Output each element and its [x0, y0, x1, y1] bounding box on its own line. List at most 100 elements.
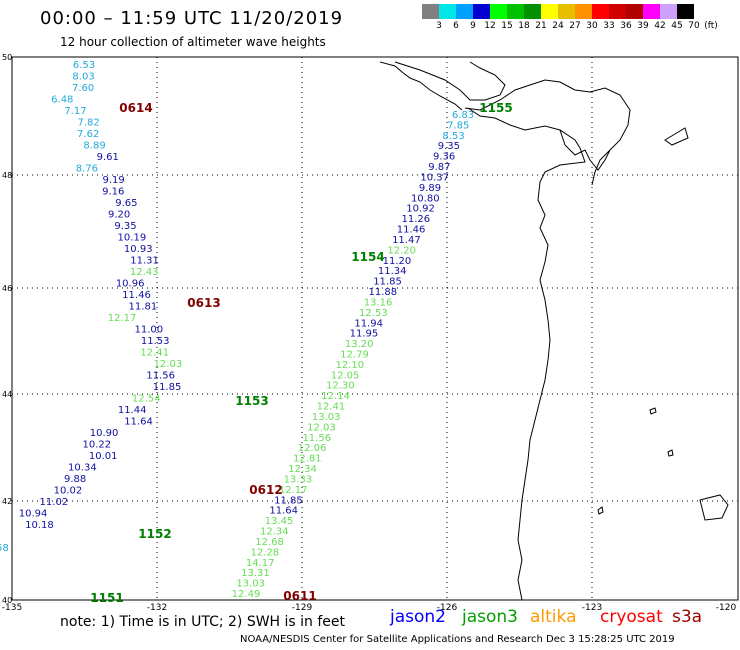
axis-labels: 50 48 46 44 42 40-135 -132 -129 -126 -123 -120: [2, 53, 737, 613]
wave-height-value: 11.46: [122, 290, 151, 301]
pass-time: 1151: [90, 591, 123, 605]
legend-tick: (ft): [704, 21, 718, 31]
wave-height-value: 12.30: [326, 381, 355, 392]
wave-height-value: 13.33: [284, 474, 313, 485]
wave-height-value: 6.53: [73, 60, 95, 71]
lon-label: -135: [2, 603, 22, 613]
page-title: 00:00 – 11:59 UTC 11/20/2019: [40, 8, 344, 29]
wave-height-value: 11.20: [383, 256, 412, 267]
wave-height-value: 7.82: [77, 118, 99, 129]
legend-tick: 45: [671, 21, 683, 31]
lake-1: [664, 127, 689, 146]
wave-height-value: 12.10: [335, 360, 364, 371]
wave-height-value: 12.03: [307, 422, 336, 433]
legend-swatch: [507, 4, 524, 19]
legend-swatch: [626, 4, 643, 19]
legend-swatch: [541, 4, 558, 19]
wave-height-value: 7.60: [72, 83, 94, 94]
wave-height-value: 13.45: [265, 516, 294, 527]
legend-tick: 30: [586, 21, 598, 31]
wave-height-value: 9.20: [108, 210, 130, 221]
wave-height-value: 11.64: [124, 417, 153, 428]
wave-height-value: 11.00: [134, 325, 163, 336]
wave-height-value: 8.03: [72, 72, 94, 83]
legend-tick: 6: [453, 21, 459, 31]
legend-swatch: [609, 4, 626, 19]
legend-swatch: [473, 4, 490, 19]
wave-height-value: 9.87: [428, 162, 450, 173]
wave-height-value: 10.34: [68, 463, 97, 474]
wave-height-value: 12.41: [317, 402, 346, 413]
lat-label: 48: [2, 171, 12, 180]
wave-height-value: 9.35: [438, 141, 460, 152]
satellite-cryosat: cryosat: [600, 607, 663, 627]
lat-label: 50: [2, 53, 12, 62]
satellite-jason3: jason3: [462, 607, 518, 627]
legend-tick: 3: [436, 21, 442, 31]
wave-height-value: 12.28: [251, 547, 280, 558]
legend-swatch: [643, 4, 660, 19]
wave-height-value: 10.80: [411, 193, 440, 204]
wave-height-value: 10.96: [116, 279, 145, 290]
wave-height-value: 7.17: [64, 106, 86, 117]
pass-time: 1152: [138, 527, 171, 541]
wave-height-value: 11.56: [146, 371, 175, 382]
legend-swatch: [660, 4, 677, 19]
wave-height-value: 10.93: [124, 244, 153, 255]
legend-swatch: [677, 4, 694, 19]
wave-height-value: 9.16: [102, 187, 124, 198]
wave-height-value: 12.43: [130, 267, 159, 278]
wave-height-value: 11.26: [402, 214, 431, 225]
wave-height-value: 12.17: [279, 485, 308, 496]
wave-height-value: 11.47: [392, 235, 421, 246]
wave-height-value: 12.54: [132, 394, 161, 405]
wave-height-value: 10.19: [118, 233, 147, 244]
wave-height-value: 14.17: [246, 558, 275, 569]
wave-height-value: 8.58: [0, 543, 9, 554]
wave-height-value: 12.81: [293, 454, 322, 465]
color-legend: 3 6 9 12 15 18 21 24 27 30 33 36 39 42 45 70 (ft): [422, 4, 718, 33]
lon-label: -120: [716, 603, 737, 613]
legend-swatch: [439, 4, 456, 19]
page-subtitle: 12 hour collection of altimeter wave hei…: [60, 35, 326, 49]
legend-tick: 24: [552, 21, 564, 31]
legend-tick: 39: [637, 21, 649, 31]
wave-height-value: 11.85: [274, 495, 303, 506]
wave-height-value: 13.03: [236, 579, 265, 590]
legend-swatch: [456, 4, 473, 19]
lake-2: [649, 407, 657, 415]
legend-swatch: [490, 4, 507, 19]
wave-height-value: 11.81: [129, 302, 158, 313]
footer-credit: NOAA/NESDIS Center for Satellite Applica…: [240, 634, 675, 645]
wave-height-value: 9.65: [115, 198, 137, 209]
pass-time: 0614: [119, 101, 152, 115]
coastline: [379, 61, 586, 601]
wave-height-value: 11.85: [373, 277, 402, 288]
footer-note: note: 1) Time is in UTC; 2) SWH is in fe…: [60, 614, 346, 630]
wave-height-value: 12.14: [321, 391, 350, 402]
legend-tick: 15: [501, 21, 513, 31]
wave-height-value: 10.37: [420, 172, 449, 183]
wave-height-value: 12.34: [288, 464, 317, 475]
wave-height-value: 12.68: [255, 537, 284, 548]
wave-height-value: 12.79: [340, 350, 369, 361]
wave-height-value: 11.02: [40, 497, 69, 508]
pass-time: 1153: [235, 394, 268, 408]
wave-height-value: 12.34: [260, 527, 289, 538]
legend-tick-labels: 3 6 9 12 15 18 21 24 27 30 33 36 39 42 45 70 (ft): [422, 19, 718, 33]
pass-time-labels: 0614 1155 1154 0613 1153 0612 1152 1151 0611: [90, 101, 512, 605]
wave-height-value: 10.94: [19, 509, 48, 520]
wave-height-value: 7.85: [447, 120, 469, 131]
wave-height-value: 11.53: [141, 336, 170, 347]
wave-height-value: 12.05: [331, 370, 360, 381]
legend-tick: 18: [518, 21, 530, 31]
lon-label: -132: [147, 603, 167, 613]
satellite-altika: altika: [530, 607, 577, 627]
wave-height-value: 13.16: [364, 297, 393, 308]
island-vancouver: [394, 61, 506, 101]
wave-height-value: 11.85: [153, 382, 182, 393]
wave-height-value: 10.22: [83, 440, 112, 451]
pass-time: 0611: [283, 589, 316, 603]
wave-height-value: 11.44: [118, 405, 147, 416]
